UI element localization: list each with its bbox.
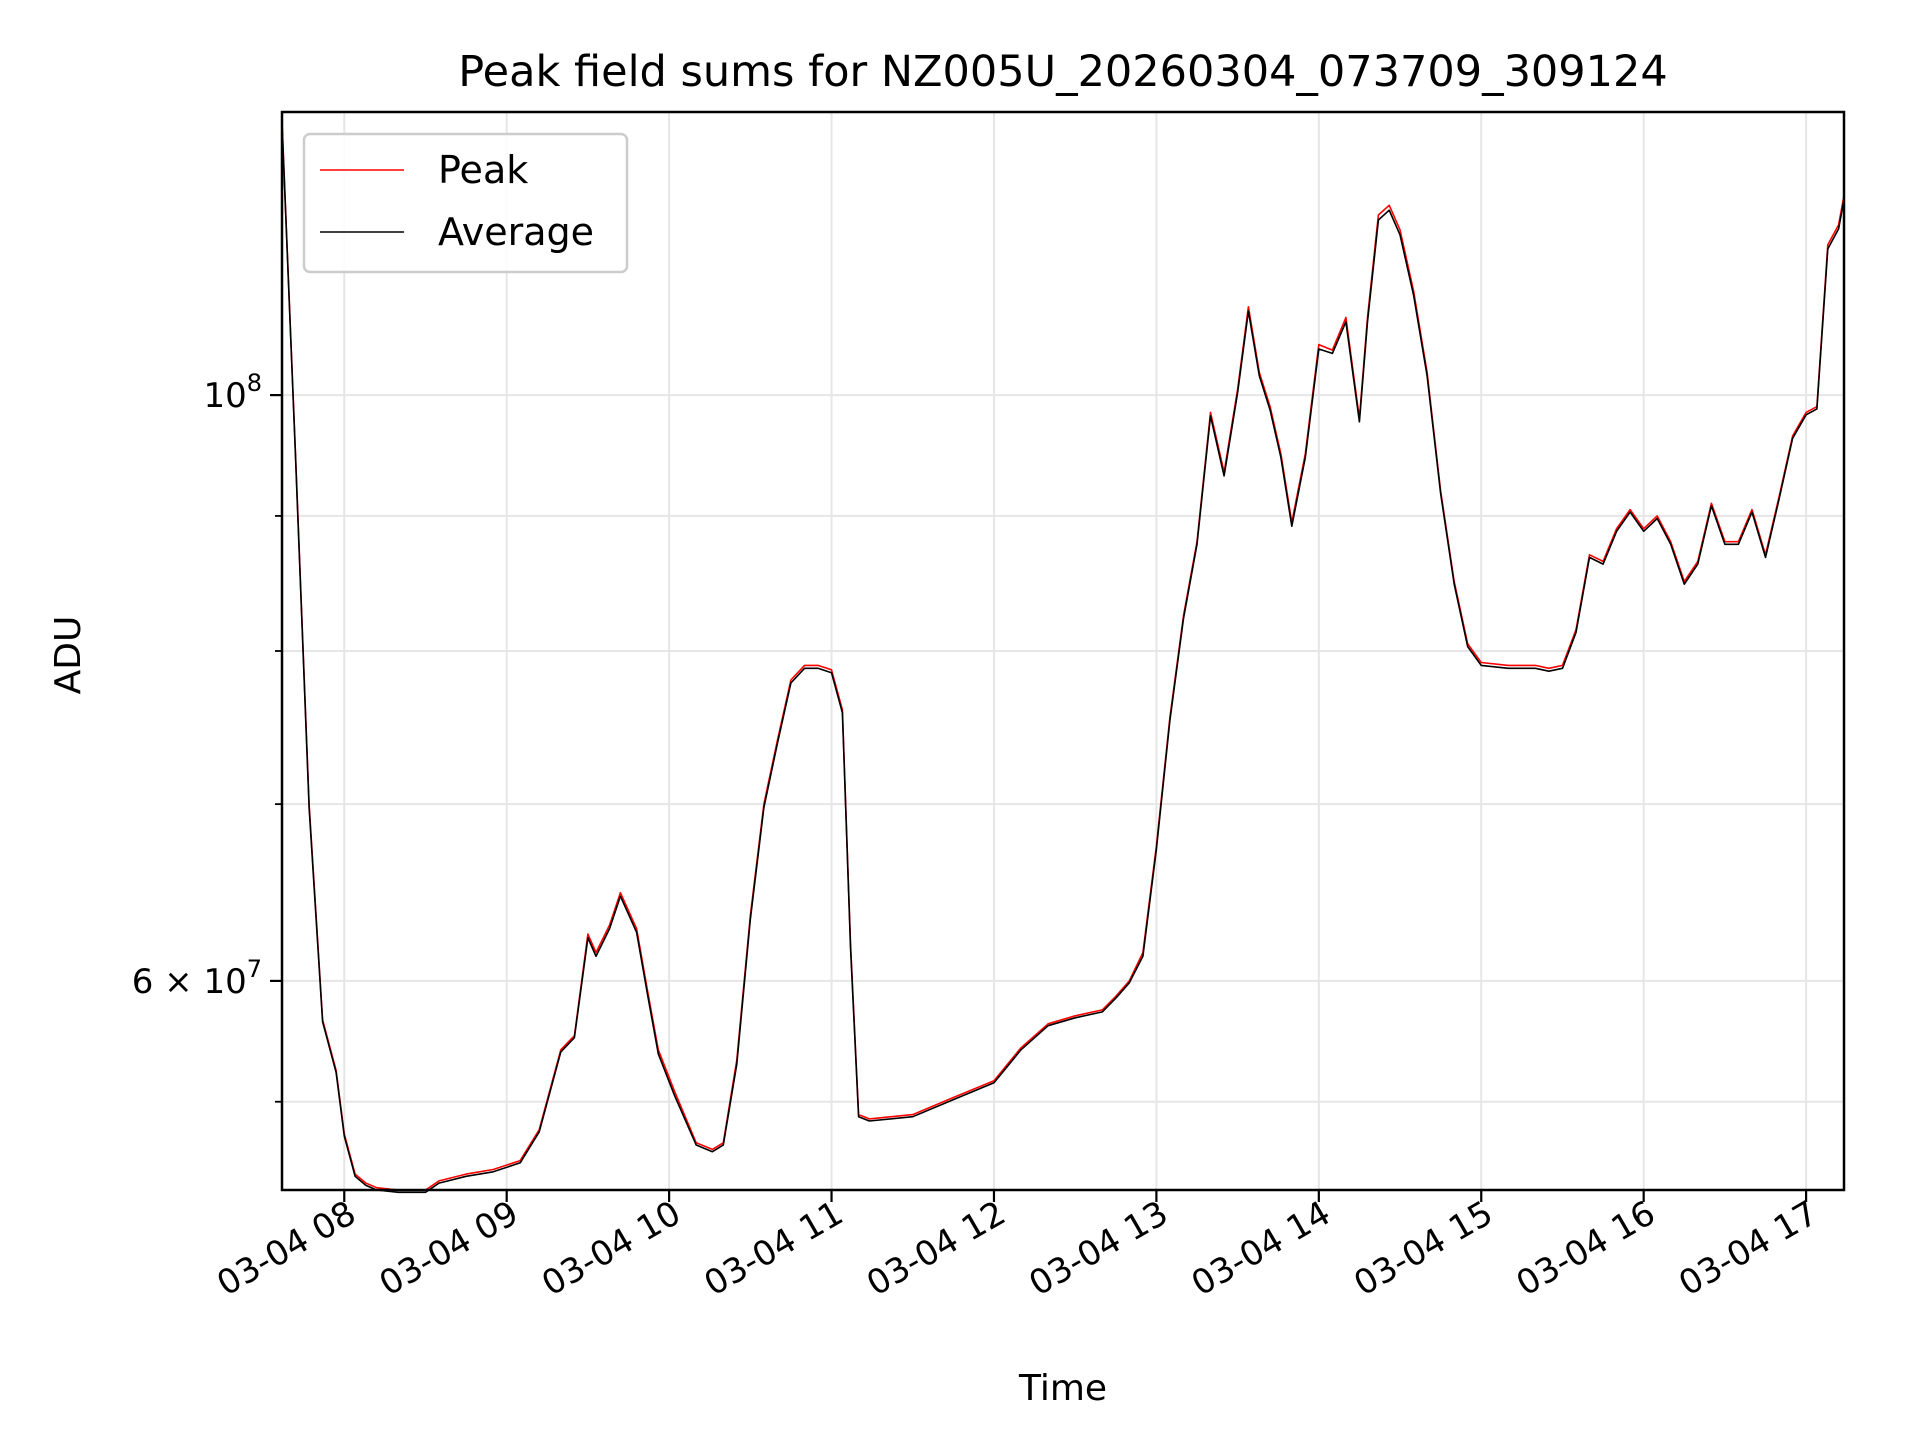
legend-label-average: Average xyxy=(438,210,594,254)
grid xyxy=(282,112,1844,1190)
series-layer xyxy=(281,120,1845,1194)
y-axis: 6 × 107 108 xyxy=(132,369,282,1103)
chart-title: Peak field sums for NZ005U_20260304_0737… xyxy=(458,47,1667,97)
legend-label-peak: Peak xyxy=(438,148,528,192)
series-line-average xyxy=(281,122,1845,1194)
y-axis-label: ADU xyxy=(48,616,89,695)
x-axis-label: Time xyxy=(1018,1368,1107,1409)
y-tick-label: 6 × 107 xyxy=(132,955,262,1002)
legend-box xyxy=(302,132,629,274)
y-tick-label: 108 xyxy=(203,369,262,416)
legend: Peak Average xyxy=(302,132,629,274)
